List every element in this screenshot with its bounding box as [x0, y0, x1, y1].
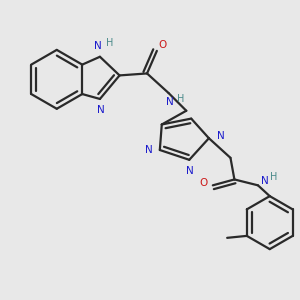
Text: H: H	[270, 172, 278, 182]
Text: N: N	[94, 41, 102, 51]
Text: O: O	[200, 178, 208, 188]
Text: N: N	[145, 145, 153, 155]
Text: O: O	[159, 40, 167, 50]
Text: N: N	[97, 105, 105, 115]
Text: H: H	[177, 94, 184, 104]
Text: N: N	[261, 176, 269, 186]
Text: N: N	[217, 131, 224, 141]
Text: N: N	[166, 97, 173, 107]
Text: N: N	[186, 166, 194, 176]
Text: H: H	[106, 38, 113, 48]
